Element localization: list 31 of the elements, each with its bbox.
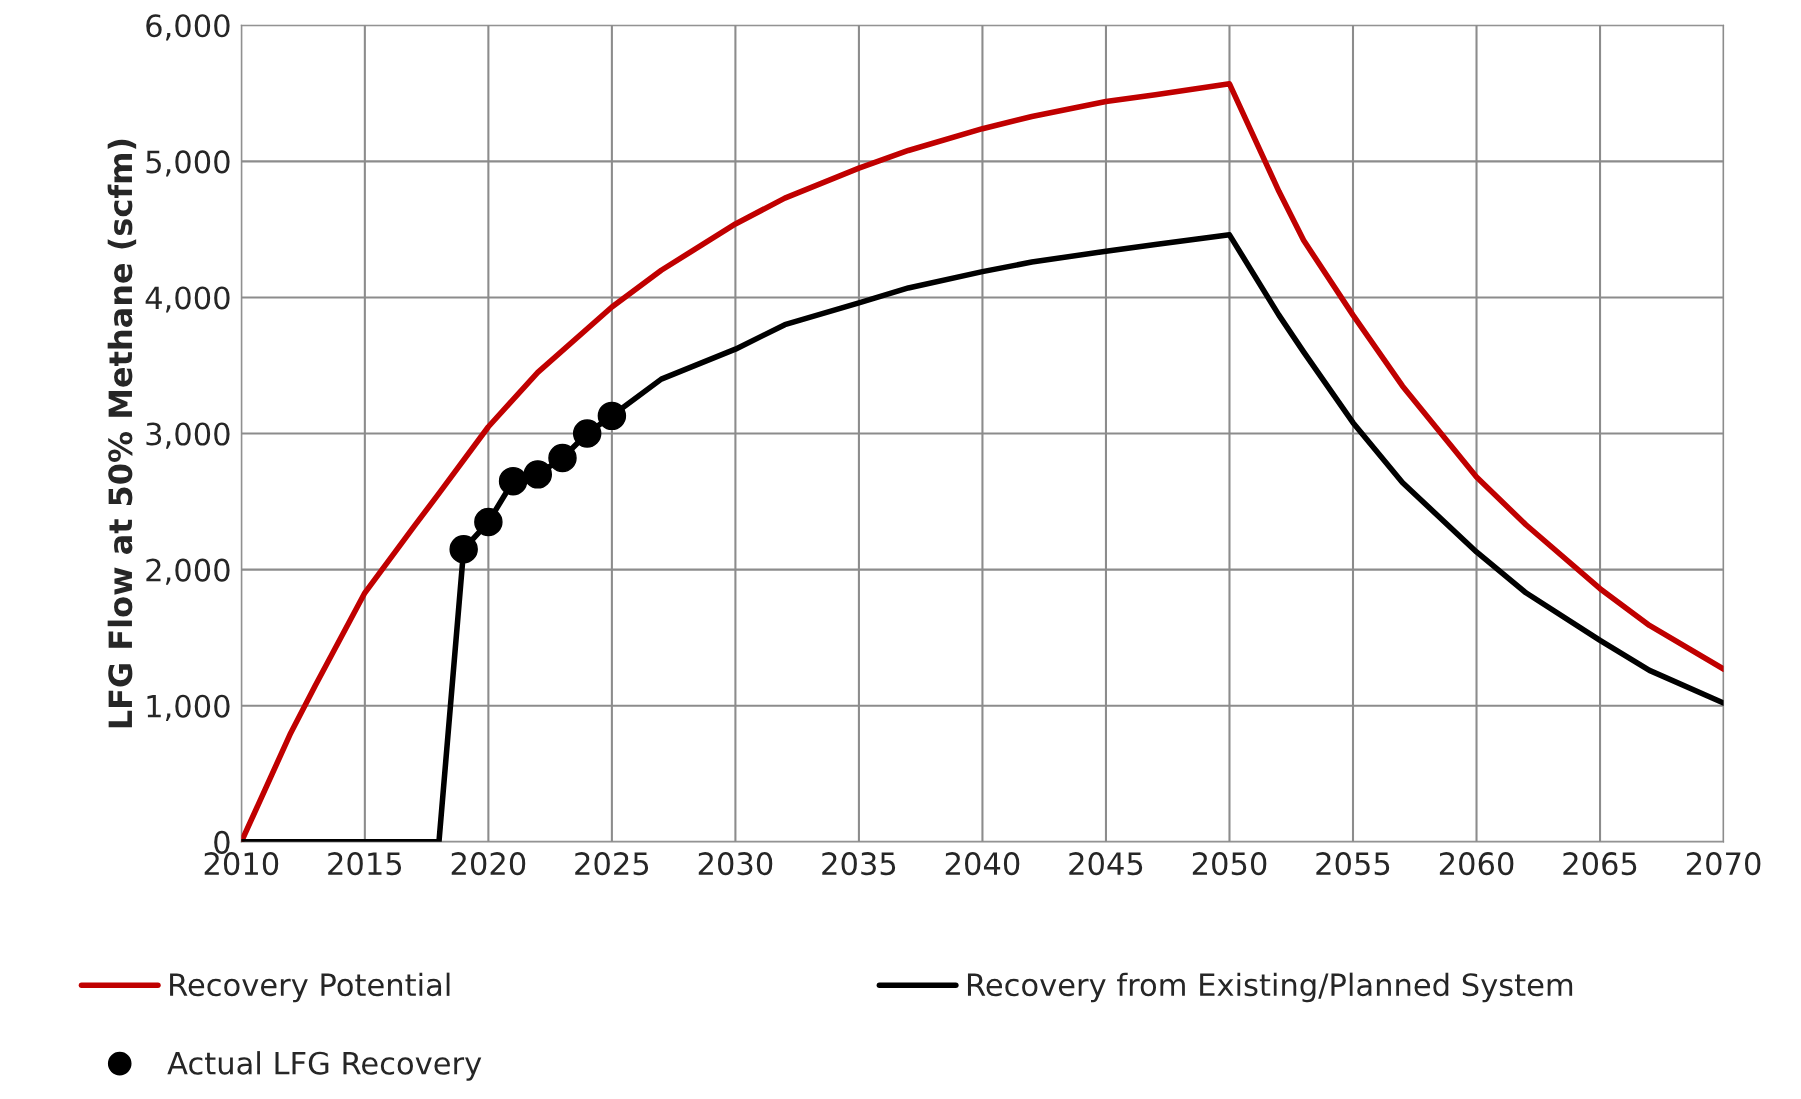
point (597, 401, 627, 431)
x-tick-label: 2030 (698, 852, 773, 876)
x-tick-label: 2020 (451, 852, 526, 876)
point (523, 460, 553, 489)
x-tick-label: 2055 (1316, 852, 1390, 876)
x-tick-label: 2035 (822, 852, 896, 876)
point (474, 507, 503, 537)
legend-label: Recovery from Existing/Planned System (967, 972, 1573, 1003)
point (572, 419, 602, 448)
x-tick-label: 2025 (575, 852, 649, 876)
point (548, 443, 577, 473)
y-tick-label: 0 (214, 830, 230, 854)
legend-label: Recovery Potential (170, 972, 450, 1003)
x-tick-label: 2040 (945, 852, 1020, 876)
y-tick-label: 4,000 (145, 286, 230, 313)
x-tick-label: 2065 (1563, 852, 1637, 876)
y-tick-label: 2,000 (146, 558, 230, 585)
x-tick-label: 2015 (328, 852, 402, 876)
legend-label: Actual LFG Recovery (167, 1051, 482, 1081)
x-tick-label: 2045 (1069, 852, 1143, 876)
point (498, 466, 528, 496)
x-tick-label: 2050 (1192, 852, 1267, 876)
y-tick-label: 1,000 (147, 694, 230, 721)
y-tick-label: 5,000 (146, 150, 230, 177)
y-tick-label: 3,000 (146, 422, 230, 449)
x-tick-label: 2060 (1439, 852, 1514, 876)
y-axis-title: LFG Flow at 50% Methane (scfm) (107, 139, 137, 728)
point (449, 535, 478, 564)
x-tick-label: 2070 (1686, 852, 1761, 876)
y-tick-label: 6,000 (146, 14, 230, 41)
x-tick-label: 2010 (204, 852, 279, 876)
